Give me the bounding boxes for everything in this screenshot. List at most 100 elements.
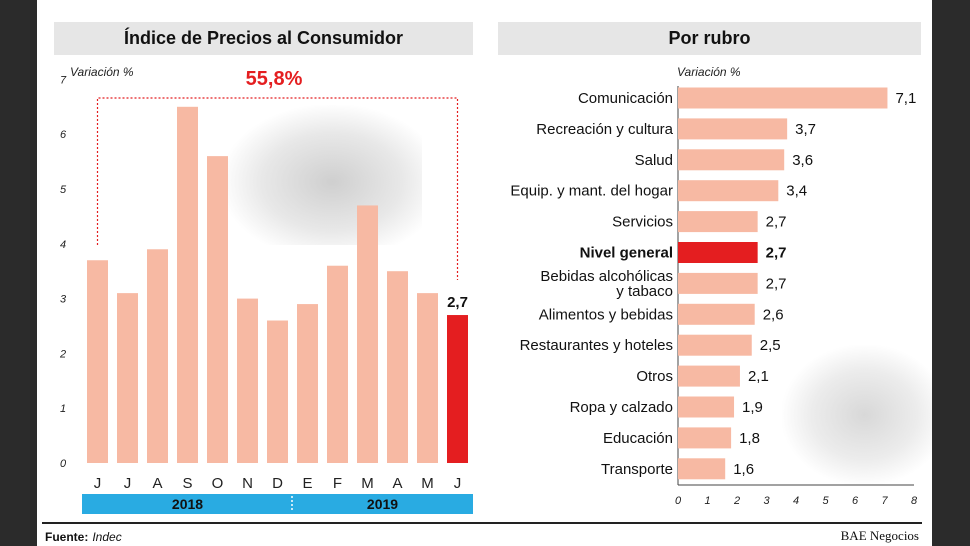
cpi-xtick-label: E xyxy=(302,475,312,492)
category-xtick-label: 2 xyxy=(733,495,740,507)
cpi-xtick-label: D xyxy=(272,475,283,492)
cpi-bar xyxy=(327,265,348,463)
cpi-xtick-label: A xyxy=(392,475,402,492)
category-bar xyxy=(678,303,755,325)
cpi-xtick-label: F xyxy=(333,475,342,492)
category-value-label: 3,7 xyxy=(795,121,816,138)
category-bar xyxy=(678,180,779,202)
category-label: Nivel general xyxy=(580,245,673,262)
cpi-xtick-label: J xyxy=(454,475,462,492)
category-label: Comunicación xyxy=(578,90,673,107)
cpi-ytick-label: 3 xyxy=(60,294,67,306)
source-label: Fuente: xyxy=(45,530,89,544)
category-xtick-label: 7 xyxy=(881,495,888,507)
source-value: Indec xyxy=(92,530,122,544)
infographic-panel: Índice de Precios al Consumidor Por rubr… xyxy=(37,0,932,546)
cpi-ytick-label: 6 xyxy=(60,129,67,141)
cpi-bar xyxy=(387,271,408,463)
footer-divider xyxy=(42,522,922,524)
cpi-chart-title: Índice de Precios al Consumidor xyxy=(54,22,473,55)
cpi-bar xyxy=(87,260,108,463)
category-value-label: 2,7 xyxy=(766,214,787,231)
category-value-label: 2,6 xyxy=(763,306,784,323)
cpi-ytick-label: 1 xyxy=(60,403,66,415)
source-note: Fuente: Indec xyxy=(45,530,122,544)
category-xtick-label: 3 xyxy=(763,495,770,507)
category-value-label: 2,7 xyxy=(766,275,787,292)
category-value-label: 1,6 xyxy=(733,461,754,478)
cpi-xtick-label: M xyxy=(421,475,434,492)
category-xlabel: Variación % xyxy=(677,65,741,79)
charts-canvas: Variación % 0 1 2 3 4 5 6 7 55,8% J J A S O N D E F M A M J 2,7… xyxy=(59,65,918,514)
cpi-cumulative-annotation: 55,8% xyxy=(246,68,303,90)
cpi-bar xyxy=(177,106,198,464)
category-bar xyxy=(678,87,888,109)
category-bar xyxy=(678,211,758,233)
cpi-ytick-label: 5 xyxy=(60,184,67,196)
category-label: Educación xyxy=(603,430,673,447)
cpi-bar xyxy=(357,205,378,463)
cpi-bar xyxy=(417,293,438,463)
category-value-label: 2,5 xyxy=(760,337,781,354)
category-bar xyxy=(678,365,740,387)
category-value-label: 1,8 xyxy=(739,430,760,447)
cpi-xtick-label: S xyxy=(182,475,192,492)
category-label: Ropa y calzado xyxy=(570,399,673,416)
category-label: Equip. y mant. del hogar xyxy=(510,183,673,200)
year-band xyxy=(292,494,473,514)
category-label: Bebidas alcohólicas xyxy=(540,268,673,285)
category-xtick-label: 6 xyxy=(852,495,859,507)
category-bar xyxy=(678,396,735,418)
category-xtick-label: 0 xyxy=(675,495,682,507)
phones-photo xyxy=(222,105,422,245)
category-label: Recreación y cultura xyxy=(536,121,673,138)
cpi-ytick-label: 2 xyxy=(59,348,66,360)
year-band xyxy=(82,494,293,514)
category-label: Restaurantes y hoteles xyxy=(520,337,673,354)
cpi-bar xyxy=(117,293,138,463)
cpi-bar xyxy=(237,298,258,463)
category-label: Alimentos y bebidas xyxy=(539,306,673,323)
cpi-ytick-label: 7 xyxy=(60,74,67,86)
category-bar xyxy=(678,334,752,356)
category-chart-title: Por rubro xyxy=(498,22,921,55)
cpi-ylabel: Variación % xyxy=(70,65,134,79)
category-bar xyxy=(678,427,732,449)
shopping-cart-photo xyxy=(782,345,932,485)
category-value-label: 3,4 xyxy=(786,183,807,200)
category-label: Otros xyxy=(636,368,673,385)
category-bar xyxy=(678,149,785,171)
category-value-label: 2,7 xyxy=(766,245,787,262)
cpi-ytick-label: 0 xyxy=(60,458,67,470)
cpi-xtick-label: A xyxy=(152,475,162,492)
category-bar xyxy=(678,118,788,140)
brand-credit: BAE Negocios xyxy=(840,528,919,543)
category-bar-highlight xyxy=(678,242,758,263)
category-label: y tabaco xyxy=(616,283,673,300)
cpi-xtick-label: J xyxy=(124,475,132,492)
category-xtick-label: 4 xyxy=(793,495,799,507)
category-value-label: 1,9 xyxy=(742,399,763,416)
category-label: Salud xyxy=(635,152,673,169)
cpi-xtick-label: M xyxy=(361,475,374,492)
category-label: Servicios xyxy=(612,214,673,231)
category-value-label: 2,1 xyxy=(748,368,769,385)
cpi-bar-highlight xyxy=(447,315,468,463)
category-value-label: 7,1 xyxy=(895,90,916,107)
cpi-xtick-label: N xyxy=(242,475,253,492)
category-xtick-label: 1 xyxy=(704,495,710,507)
year-band-label: 2019 xyxy=(367,496,398,512)
category-xtick-label: 5 xyxy=(822,495,829,507)
category-value-label: 3,6 xyxy=(792,152,813,169)
category-bar xyxy=(678,272,758,294)
cpi-cumulative-bracket xyxy=(96,97,459,280)
cpi-bar xyxy=(267,320,288,463)
category-bar xyxy=(678,458,726,480)
cpi-bar xyxy=(147,249,168,463)
cpi-xtick-label: O xyxy=(212,475,224,492)
cpi-bar xyxy=(207,156,228,463)
category-xtick-label: 8 xyxy=(911,495,918,507)
category-label: Transporte xyxy=(601,461,673,478)
cpi-ytick-label: 4 xyxy=(60,239,66,251)
cpi-bar xyxy=(297,304,318,463)
